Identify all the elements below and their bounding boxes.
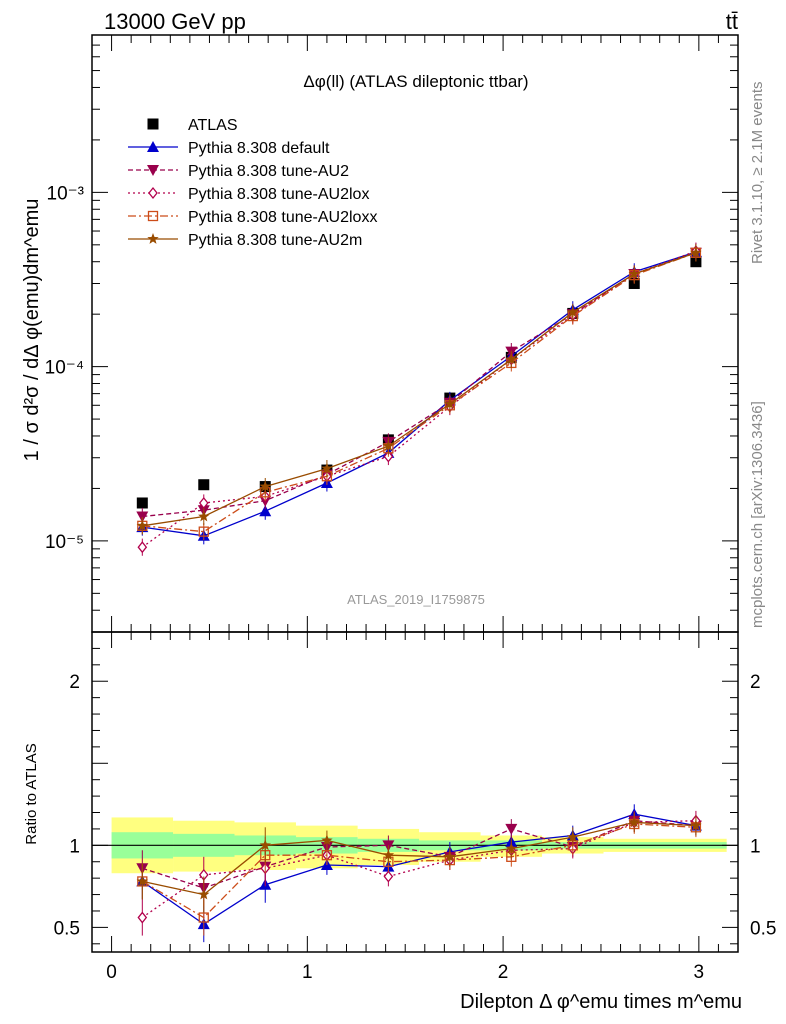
ratio-line-au2 <box>142 820 696 889</box>
point-au2lox <box>137 541 148 554</box>
ratio-point-au2 <box>505 823 518 835</box>
point-au2m <box>259 480 271 492</box>
ratio-line-au2lox <box>141 820 696 919</box>
series-line-au2loxx <box>142 252 697 533</box>
point-au2 <box>136 511 149 523</box>
point-au2m <box>567 306 579 318</box>
watermark: ATLAS_2019_I1759875 <box>347 592 485 607</box>
series-default <box>136 243 702 545</box>
legend-entry-au2: Pythia 8.308 tune-AU2 <box>188 163 349 180</box>
series-au2lox <box>137 242 701 556</box>
series-au2loxx <box>137 244 702 541</box>
legend-marker-au2loxx <box>147 210 159 222</box>
main-y-tick-label: 10⁻³ <box>47 183 85 204</box>
point-au2m <box>136 519 148 531</box>
ratio-point-au2m <box>444 850 456 862</box>
ratio-line-au2m <box>142 821 696 896</box>
ratio-point-au2m <box>198 888 210 900</box>
main-y-tick-label: 10⁻⁵ <box>45 532 84 553</box>
series-line-au2m <box>142 252 697 527</box>
point-au2m <box>198 510 210 522</box>
legend-entry-au2m: Pythia 8.308 tune-AU2m <box>188 232 362 249</box>
ratio-point-au2m <box>567 831 579 842</box>
point-default <box>259 505 272 517</box>
ratio-ylabel: Ratio to ATLAS <box>23 743 40 844</box>
main-y-tick-label: 10⁻⁴ <box>45 358 84 379</box>
ratio-point-au2lox <box>383 870 394 883</box>
point-au2m <box>628 268 640 279</box>
ratio-line-default <box>141 813 697 925</box>
x-tick-label: 3 <box>694 962 705 983</box>
main-title: Δφ(ll) (ATLAS dileptonic ttbar) <box>303 72 528 91</box>
series-line-au2lox <box>141 250 697 548</box>
legend-marker-data <box>147 118 159 130</box>
point-au2loxx <box>198 526 209 537</box>
point-au2m <box>444 398 456 409</box>
ratio-point-au2m <box>259 839 271 851</box>
ratio-panel: 0.5 0.5 1 1 2 2 0 1 2 3 Ratio to ATLAS Dilepton Δ… <box>23 631 776 1013</box>
point-au2m <box>690 246 702 258</box>
main-ylabel: 1 / σ d²σ / dΔ φ(emu)dm^emu <box>21 199 43 462</box>
ratio-line-au2loxx <box>141 823 696 919</box>
ratio-point-au2m <box>690 819 702 831</box>
ratio-point-au2lox <box>137 911 148 924</box>
legend-marker-default <box>147 141 159 152</box>
ratio-point-au2loxx <box>321 850 333 861</box>
ratio-y-tick-label: 2 <box>69 672 80 693</box>
x-tick-label: 1 <box>302 962 313 983</box>
mcplots-label: mcplots.cern.ch [arXiv:1306.3436] <box>749 401 766 628</box>
legend-marker-au2m <box>147 233 159 244</box>
legend-marker-au2 <box>147 165 159 176</box>
process-label: tt̄ <box>726 9 738 34</box>
legend-marker-au2lox <box>148 186 158 200</box>
ratio-y-tick-label-right: 2 <box>750 672 761 693</box>
x-tick-label: 0 <box>106 962 117 983</box>
point-data <box>136 497 148 509</box>
ratio-y-tick-label-right: 0.5 <box>750 918 776 939</box>
ratio-point-au2m <box>321 834 333 846</box>
main-panel: Δφ(ll) (ATLAS dileptonic ttbar) 1 / σ d²… <box>21 34 739 633</box>
point-data <box>198 479 210 491</box>
ratio-y-tick-label: 0.5 <box>54 918 80 939</box>
point-au2m <box>382 440 395 451</box>
series-line-default <box>142 251 697 537</box>
main-y-tick-labels: 10⁻⁵ 10⁻⁴ 10⁻³ <box>45 34 738 633</box>
ratio-series <box>136 804 702 943</box>
ratio-point-au2m <box>382 849 395 860</box>
x-tick-label: 2 <box>498 962 509 983</box>
point-au2m <box>321 462 333 474</box>
ratio-point-au2loxx <box>198 912 209 923</box>
series-data <box>136 256 702 509</box>
energy-label: 13000 GeV pp <box>104 9 246 34</box>
ratio-point-au2m <box>628 816 640 828</box>
legend-entry-data: ATLAS <box>188 117 238 134</box>
x-axis-label: Dilepton Δ φ^emu times m^emu <box>460 991 742 1013</box>
ratio-uncertainty-bands <box>92 817 738 874</box>
series-au2m <box>136 244 702 535</box>
point-au2m <box>505 353 517 365</box>
ratio-tick-labels: 0.5 0.5 1 1 2 2 0 1 2 3 <box>54 632 776 983</box>
point-data <box>690 256 702 268</box>
ratio-point-au2m <box>505 842 517 854</box>
rivet-label: Rivet 3.1.10, ≥ 2.1M events <box>749 82 766 265</box>
ratio-series-au2m <box>136 812 702 913</box>
legend-entry-default: Pythia 8.308 default <box>188 140 330 157</box>
ratio-y-tick-label-right: 1 <box>750 836 761 857</box>
legend-entry-au2lox: Pythia 8.308 tune-AU2lox <box>188 186 369 203</box>
main-series <box>136 242 702 556</box>
ratio-frame <box>91 631 739 953</box>
legend: ATLAS Pythia 8.308 default Pythia 8.308 tu… <box>128 117 377 249</box>
ratio-point-au2m <box>136 875 148 887</box>
series-line-au2 <box>142 252 697 518</box>
legend-entry-au2loxx: Pythia 8.308 tune-AU2loxx <box>188 209 377 226</box>
ratio-y-tick-label: 1 <box>69 836 80 857</box>
